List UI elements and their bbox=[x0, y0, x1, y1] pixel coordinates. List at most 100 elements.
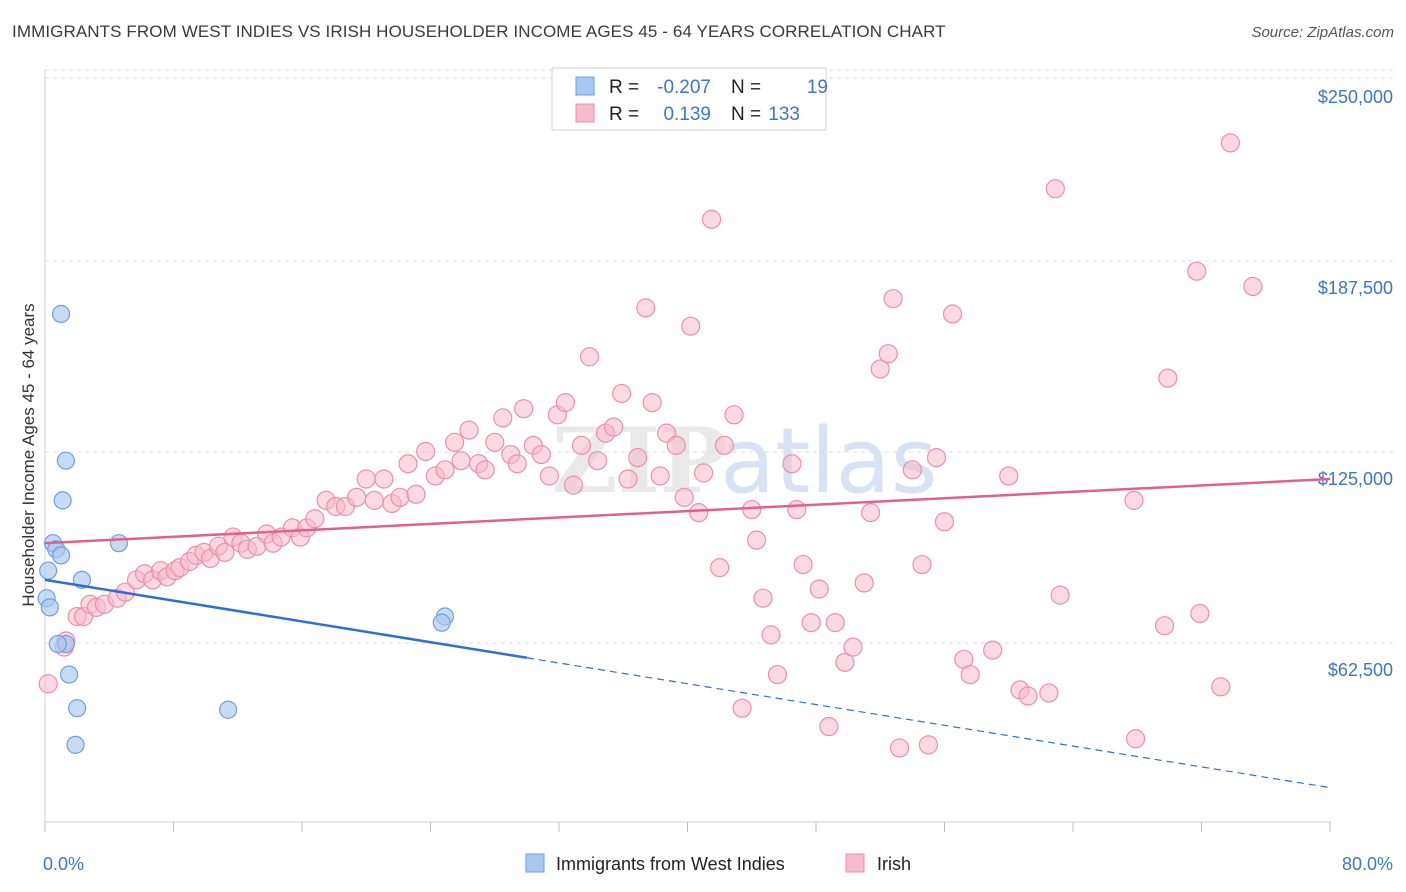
watermark: ZIP atlas bbox=[552, 408, 938, 514]
legend-r-value-1: -0.207 bbox=[657, 77, 711, 98]
series-legend-swatch-pink bbox=[845, 853, 865, 873]
irish-trendline bbox=[44, 477, 1331, 545]
irish-point bbox=[674, 487, 694, 507]
irish-point bbox=[650, 466, 670, 486]
irish-point bbox=[539, 466, 559, 486]
west-indies-point bbox=[59, 665, 79, 684]
irish-point bbox=[1158, 368, 1178, 388]
irish-point bbox=[1220, 133, 1241, 153]
irish-point bbox=[604, 417, 624, 437]
legend-n-value-1: 19 bbox=[807, 77, 828, 98]
irish-point bbox=[475, 460, 495, 480]
irish-point bbox=[742, 499, 762, 520]
watermark-atlas: atlas bbox=[720, 409, 938, 514]
irish-point bbox=[883, 289, 903, 309]
series-legend: Immigrants from West Indies Irish bbox=[525, 853, 911, 874]
irish-point bbox=[1211, 677, 1231, 697]
irish-point bbox=[732, 698, 752, 718]
west-indies-point bbox=[51, 304, 71, 324]
irish-point bbox=[746, 530, 767, 550]
irish-point bbox=[724, 405, 744, 425]
irish-point bbox=[666, 435, 686, 455]
west-indies-point bbox=[53, 491, 72, 510]
west-indies-point bbox=[51, 546, 71, 565]
y-tick-label: $62,500 bbox=[1328, 660, 1393, 680]
irish-point bbox=[753, 588, 773, 608]
irish-point bbox=[618, 469, 638, 489]
legend-r-label-1: R = bbox=[609, 77, 639, 98]
x-tick-label-max: 80.0% bbox=[1342, 854, 1393, 874]
west-indies-trendline-extension bbox=[526, 657, 1331, 789]
series-legend-label-irish: Irish bbox=[877, 854, 911, 874]
y-tick-label: $125,000 bbox=[1318, 469, 1393, 489]
west-indies-point bbox=[39, 561, 58, 580]
y-tick-label: $187,500 bbox=[1318, 278, 1393, 298]
irish-point bbox=[801, 613, 821, 633]
legend-box bbox=[551, 67, 827, 131]
correlation-legend: R = -0.207 N = 19 R = 0.139 N = 133 bbox=[551, 67, 828, 131]
irish-point bbox=[587, 451, 608, 471]
irish-point bbox=[444, 432, 465, 452]
irish-point bbox=[390, 487, 410, 507]
irish-point bbox=[451, 451, 471, 471]
irish-point bbox=[636, 298, 656, 318]
x-tick-label-min: 0.0% bbox=[43, 854, 84, 874]
irish-point bbox=[1050, 585, 1070, 605]
irish-point bbox=[942, 304, 963, 324]
irish-point bbox=[714, 435, 735, 455]
legend-n-label-1: N = bbox=[731, 77, 761, 98]
legend-n-label-2: N = bbox=[731, 104, 761, 125]
irish-point bbox=[642, 393, 662, 413]
irish-point bbox=[825, 613, 845, 633]
irish-point bbox=[571, 435, 592, 455]
irish-point bbox=[612, 383, 632, 404]
y-axis-label: Householder Income Ages 45 - 64 years bbox=[19, 303, 38, 606]
irish-point bbox=[374, 469, 394, 489]
irish-point bbox=[347, 487, 367, 507]
irish-point bbox=[1187, 261, 1207, 281]
irish-point bbox=[681, 316, 701, 336]
irish-point bbox=[1124, 490, 1144, 510]
irish-point bbox=[435, 460, 455, 480]
irish-point bbox=[918, 735, 939, 755]
irish-point bbox=[406, 484, 426, 504]
legend-swatch-pink bbox=[575, 103, 595, 123]
irish-point bbox=[356, 469, 376, 489]
irish-point bbox=[1243, 276, 1263, 297]
irish-point bbox=[701, 209, 722, 229]
west-indies-point bbox=[56, 451, 75, 470]
irish-point bbox=[761, 625, 781, 645]
irish-point bbox=[38, 674, 58, 694]
irish-point bbox=[787, 499, 807, 520]
irish-points bbox=[38, 133, 1263, 758]
west-indies-trendline bbox=[44, 578, 528, 660]
irish-point bbox=[710, 558, 730, 578]
irish-point bbox=[215, 542, 235, 562]
irish-point bbox=[1126, 729, 1146, 749]
trendlines bbox=[44, 477, 1331, 789]
y-tick-labels: $62,500 $125,000 $187,500 $250,000 bbox=[1318, 87, 1393, 680]
irish-point bbox=[693, 463, 714, 483]
irish-point bbox=[878, 344, 898, 364]
irish-point bbox=[1154, 616, 1175, 636]
irish-point bbox=[767, 664, 788, 685]
series-legend-swatch-blue bbox=[525, 853, 545, 873]
irish-point bbox=[960, 664, 980, 685]
west-indies-points bbox=[37, 304, 455, 754]
irish-point bbox=[459, 420, 479, 440]
west-indies-point bbox=[40, 598, 59, 617]
legend-n-value-2: 133 bbox=[768, 104, 800, 125]
irish-point bbox=[782, 454, 802, 474]
irish-point bbox=[926, 448, 947, 468]
west-indies-point bbox=[219, 700, 238, 719]
irish-point bbox=[854, 573, 874, 593]
x-ticks bbox=[44, 822, 1331, 832]
west-indies-point bbox=[109, 534, 128, 553]
irish-point bbox=[819, 716, 839, 737]
irish-point bbox=[1190, 603, 1210, 624]
irish-point bbox=[364, 490, 384, 510]
irish-point bbox=[934, 512, 955, 532]
irish-point bbox=[809, 579, 829, 599]
irish-point bbox=[555, 393, 576, 413]
